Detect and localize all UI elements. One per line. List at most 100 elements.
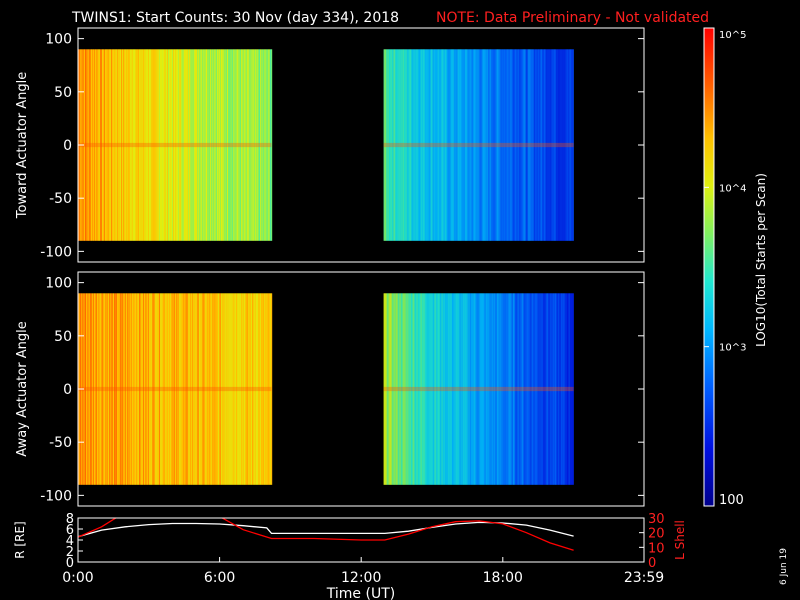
heatmap-column — [565, 293, 567, 485]
heatmap-column — [491, 49, 493, 241]
heatmap-column — [417, 49, 419, 241]
heatmap-column — [557, 49, 559, 241]
heatmap-column — [220, 49, 222, 241]
heatmap-column — [536, 293, 538, 485]
heatmap-column — [211, 293, 213, 485]
heatmap-column — [156, 293, 158, 485]
heatmap-column — [471, 49, 473, 241]
heatmap-column — [249, 293, 251, 485]
heatmap-column — [430, 49, 432, 241]
series-line — [78, 518, 574, 551]
heatmap-column — [261, 293, 263, 485]
heatmap-column — [563, 49, 565, 241]
y-axis-label: R [RE] — [13, 521, 27, 558]
heatmap-column — [500, 49, 502, 241]
heatmap-column — [385, 49, 387, 241]
heatmap-column — [225, 293, 227, 485]
heatmap-column — [443, 293, 445, 485]
heatmap-column — [540, 49, 542, 241]
heatmap-column — [492, 49, 494, 241]
heatmap-column — [120, 49, 122, 241]
heatmap-column — [387, 49, 389, 241]
heatmap-column — [206, 293, 208, 485]
heatmap-column — [177, 293, 179, 485]
heatmap-column — [487, 49, 489, 241]
heatmap-column — [482, 49, 484, 241]
heatmap-column — [402, 49, 404, 241]
heatmap-column — [416, 293, 418, 485]
heatmap-column — [119, 293, 121, 485]
heatmap-column — [171, 293, 173, 485]
heatmap-column — [245, 293, 247, 485]
heatmap-column — [553, 49, 555, 241]
heatmap-column — [93, 293, 95, 485]
heatmap-column — [160, 49, 162, 241]
heatmap-column — [528, 293, 530, 485]
heatmap-column — [147, 293, 149, 485]
heatmap-column — [191, 293, 193, 485]
heatmap-column — [562, 293, 564, 485]
heatmap-column — [139, 49, 141, 241]
heatmap-column — [499, 293, 501, 485]
heatmap-column — [145, 49, 147, 241]
heatmap-column — [223, 49, 225, 241]
heatmap-column — [549, 49, 551, 241]
heatmap-column — [242, 293, 244, 485]
heatmap-column — [237, 49, 239, 241]
heatmap-column — [260, 293, 262, 485]
toward-angle-panel: 100 50 0 -50 -100 Toward Actuator Angle — [15, 27, 645, 263]
heatmap-column — [489, 49, 491, 241]
heatmap-column — [266, 293, 268, 485]
heatmap-column — [569, 293, 571, 485]
heatmap-column — [448, 293, 450, 485]
heatmap-column — [394, 293, 396, 485]
heatmap-column — [151, 293, 153, 485]
heatmap-column — [145, 293, 147, 485]
heatmap-column — [421, 293, 423, 485]
heatmap-column — [544, 293, 546, 485]
heatmap-column — [207, 49, 209, 241]
heatmap-column — [466, 49, 468, 241]
heatmap-column — [180, 49, 182, 241]
heatmap-column — [537, 49, 539, 241]
heatmap-column — [536, 49, 538, 241]
heatmap-column — [442, 49, 444, 241]
heatmap-column — [529, 49, 531, 241]
heatmap-column — [142, 293, 144, 485]
heatmap-column — [572, 293, 574, 485]
heatmap-column — [210, 49, 212, 241]
heatmap-column — [264, 49, 266, 241]
heatmap-column — [444, 49, 446, 241]
heatmap-column — [219, 293, 221, 485]
heatmap-column — [226, 49, 228, 241]
colorbar: 100 10^3 10^4 10^5 — [703, 27, 746, 508]
heatmap-column — [262, 293, 264, 485]
heatmap-column — [84, 293, 86, 485]
heatmap-column — [409, 293, 411, 485]
heatmap-column — [200, 293, 202, 485]
heatmap-column — [149, 49, 151, 241]
heatmap-column — [415, 49, 417, 241]
heatmap-column — [457, 293, 459, 485]
heatmap-column — [468, 293, 470, 485]
heatmap-column — [217, 49, 219, 241]
heatmap-column — [190, 49, 192, 241]
heatmap-column — [398, 293, 400, 485]
heatmap-column — [212, 49, 214, 241]
heatmap-column — [541, 293, 543, 485]
heatmap-column — [241, 49, 243, 241]
heatmap-column — [541, 49, 543, 241]
heatmap-column — [91, 49, 93, 241]
heatmap-column — [91, 293, 93, 485]
y-tick-label: 4 — [66, 534, 74, 549]
heatmap-column — [217, 293, 219, 485]
heatmap-column — [193, 293, 195, 485]
heatmap-column — [388, 49, 390, 241]
heatmap-column — [445, 293, 447, 485]
heatmap-column — [490, 293, 492, 485]
heatmap-column — [497, 49, 499, 241]
heatmap-column — [115, 293, 117, 485]
heatmap-column — [168, 49, 170, 241]
heatmap-column — [258, 293, 260, 485]
heatmap-column — [462, 49, 464, 241]
